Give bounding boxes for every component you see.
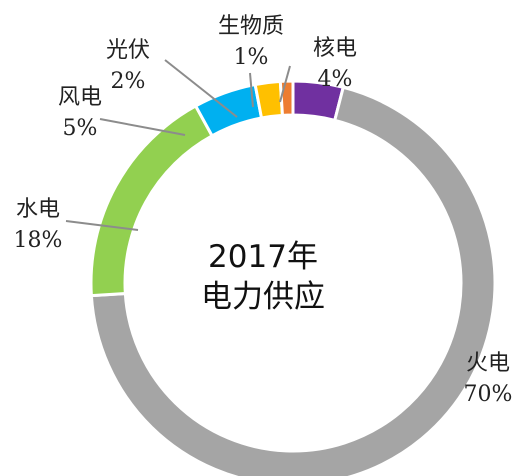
slice-label-biomass: 生物质	[218, 14, 284, 39]
slice-solar	[253, 79, 285, 120]
slice-hydro	[89, 103, 215, 298]
center-title-line-1: 2017年	[208, 239, 318, 275]
leader-lines	[65, 59, 291, 231]
slice-value-solar: 2%	[111, 69, 146, 94]
slice-value-hydro: 18%	[14, 228, 63, 253]
slice-biomass	[278, 79, 295, 117]
leader-line-hydro	[65, 220, 139, 231]
center-title-line-2: 电力供应	[201, 279, 325, 315]
slice-label-solar: 光伏	[106, 38, 150, 63]
slice-label-wind: 风电	[58, 85, 102, 110]
slice-value-biomass: 1%	[234, 45, 269, 70]
leader-line-biomass	[249, 72, 254, 108]
slice-value-wind: 5%	[63, 116, 98, 141]
slice-label-hydro: 水电	[16, 197, 60, 222]
slice-labels: 核电 4% 火电 70% 水电 18% 风电 5% 光伏 2% 生物质 1%	[14, 14, 513, 407]
leader-line-solar	[164, 59, 238, 118]
slice-label-nuclear: 核电	[313, 36, 357, 61]
leader-line-nuclear	[279, 65, 291, 103]
leader-line-wind	[99, 118, 186, 136]
slice-label-thermal: 火电	[466, 351, 510, 376]
slice-thermal	[89, 85, 497, 476]
slice-value-thermal: 70%	[464, 382, 513, 407]
slice-value-nuclear: 4%	[318, 67, 353, 92]
